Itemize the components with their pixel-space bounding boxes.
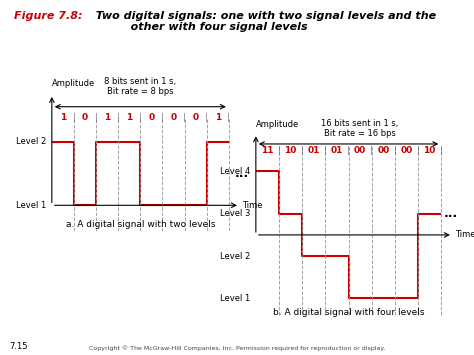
Text: |: | (183, 113, 186, 122)
Text: Amplitude: Amplitude (52, 79, 95, 88)
Text: b. A digital signal with four levels: b. A digital signal with four levels (273, 308, 424, 317)
Text: Level 1: Level 1 (220, 294, 250, 303)
Text: 0: 0 (171, 113, 176, 122)
Text: 1: 1 (104, 113, 110, 122)
Text: 11: 11 (261, 146, 273, 155)
Text: Figure 7.8:: Figure 7.8: (14, 11, 83, 21)
Text: Level 2: Level 2 (16, 137, 46, 146)
Text: |: | (417, 146, 419, 155)
Text: 00: 00 (354, 146, 366, 155)
Text: |: | (139, 113, 142, 122)
Text: 1: 1 (126, 113, 132, 122)
Text: |: | (73, 113, 75, 122)
Text: Amplitude: Amplitude (256, 120, 299, 129)
Text: |: | (117, 113, 119, 122)
Text: 0: 0 (192, 113, 199, 122)
Text: 16 bits sent in 1 s,
Bit rate = 16 bps: 16 bits sent in 1 s, Bit rate = 16 bps (321, 119, 399, 138)
Text: 1: 1 (215, 113, 221, 122)
Text: Level 4: Level 4 (220, 167, 250, 176)
Text: Level 3: Level 3 (219, 209, 250, 218)
Text: 0: 0 (82, 113, 88, 122)
Text: a. A digital signal with two levels: a. A digital signal with two levels (65, 220, 215, 229)
Text: |: | (278, 146, 280, 155)
Text: 01: 01 (331, 146, 343, 155)
Text: Level 1: Level 1 (16, 201, 46, 210)
Text: Time: Time (455, 230, 474, 239)
Text: |: | (393, 146, 396, 155)
Text: ...: ... (444, 207, 458, 220)
Text: |: | (301, 146, 303, 155)
Text: |: | (347, 146, 350, 155)
Text: 01: 01 (308, 146, 320, 155)
Text: 1: 1 (60, 113, 66, 122)
Text: |: | (161, 113, 164, 122)
Text: 00: 00 (377, 146, 390, 155)
Text: |: | (205, 113, 208, 122)
Text: 10: 10 (423, 146, 436, 155)
Text: 00: 00 (401, 146, 412, 155)
Text: 7.15: 7.15 (9, 343, 28, 351)
Text: ...: ... (234, 167, 248, 180)
Text: Time: Time (242, 201, 263, 210)
Text: 0: 0 (148, 113, 155, 122)
Text: |: | (440, 146, 443, 155)
Text: |: | (95, 113, 97, 122)
Text: Two digital signals: one with two signal levels and the
           other with fo: Two digital signals: one with two signal… (88, 11, 436, 32)
Text: 10: 10 (284, 146, 297, 155)
Text: |: | (324, 146, 327, 155)
Text: |: | (370, 146, 373, 155)
Text: 8 bits sent in 1 s,
Bit rate = 8 bps: 8 bits sent in 1 s, Bit rate = 8 bps (104, 77, 176, 96)
Text: |: | (228, 113, 230, 122)
Text: Level 2: Level 2 (220, 252, 250, 261)
Text: Copyright © The McGraw-Hill Companies, Inc. Permission required for reproduction: Copyright © The McGraw-Hill Companies, I… (89, 346, 385, 351)
